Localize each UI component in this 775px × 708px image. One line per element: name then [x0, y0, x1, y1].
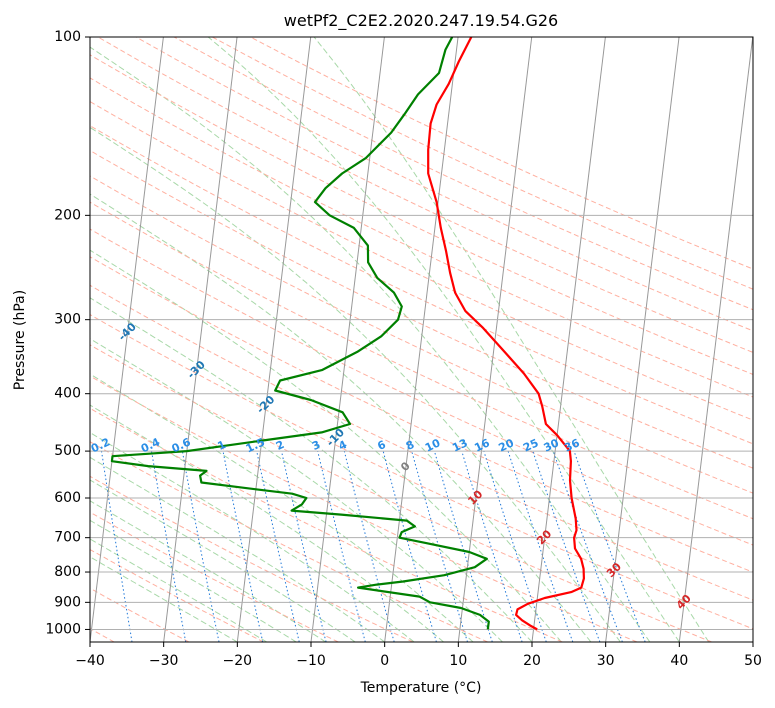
mixing-ratio-line	[317, 450, 366, 642]
dry-adiabat-line	[90, 77, 753, 398]
mixing-ratio-line	[256, 450, 300, 642]
y-tick-label: 700	[54, 530, 81, 546]
temperature-profile	[427, 37, 585, 631]
mixing-ratio-label: 36	[562, 436, 582, 454]
dry-adiabat-line	[90, 100, 753, 421]
plot-frame	[89, 36, 754, 643]
sounding-series	[110, 37, 585, 631]
isotherm-line	[678, 37, 753, 642]
dry-adiabat-line	[90, 314, 753, 630]
mixing-ratio-label: 13	[450, 436, 469, 454]
y-tick-label: 200	[54, 207, 81, 223]
isotherm-line	[236, 37, 312, 642]
x-tick-label: 20	[523, 653, 541, 669]
moist-adiabat-line	[90, 519, 297, 642]
mixing-ratio-line	[382, 450, 437, 642]
dewpoint-profile	[110, 37, 490, 630]
x-axis-label: Temperature (°C)	[360, 680, 482, 696]
x-tick-label: −30	[149, 653, 179, 669]
moist-adiabat-line	[90, 249, 562, 642]
isotherm-line	[163, 37, 238, 642]
y-tick-label: 100	[54, 29, 81, 45]
isotherm-line	[457, 37, 533, 642]
mixing-ratio-label: 10	[423, 436, 443, 454]
mixing-ratio-line	[181, 451, 220, 642]
dry-adiabat-line	[90, 175, 753, 494]
moist-adiabat-line	[90, 538, 268, 642]
moist-adiabats	[90, 37, 710, 642]
x-tick-label: 50	[744, 653, 762, 669]
chart-title: wetPf2_C2E2.2020.247.19.54.G26	[284, 11, 558, 31]
isobar-gridlines	[90, 37, 753, 630]
mixing-ratio-line	[222, 451, 264, 642]
dry-adiabat-line	[90, 441, 488, 642]
y-axis-label: Pressure (hPa)	[12, 290, 28, 390]
dry-adiabat-line	[90, 228, 753, 546]
mixing-ratio-line	[573, 450, 646, 642]
moist-adiabat-line	[90, 46, 651, 642]
mixing-ratio-line	[532, 450, 601, 642]
isotherm-line	[531, 37, 606, 642]
dry-adiabat-line	[90, 256, 753, 573]
moist-adiabat-line	[90, 479, 356, 642]
moist-adiabat-line	[90, 431, 415, 642]
dry-adiabat-line	[90, 149, 753, 469]
dry-adiabat-line	[90, 54, 753, 375]
x-tick-label: −40	[75, 653, 105, 669]
y-tick-label: 800	[54, 564, 81, 580]
y-tick-label: 300	[54, 312, 81, 328]
mixing-ratio-label: 25	[521, 436, 540, 454]
mixing-ratio-line	[552, 450, 623, 642]
x-tick-label: −20	[223, 653, 253, 669]
dry-adiabat-line	[90, 587, 190, 642]
x-axis-ticks: −40 −30 −20 −10 0 10 20 30 40 50	[75, 642, 762, 669]
moist-adiabat-line	[90, 338, 503, 642]
mixing-ratio-label: 16	[472, 436, 492, 454]
x-tick-label: 10	[449, 653, 467, 669]
x-tick-label: 40	[670, 653, 688, 669]
mixing-ratio-line	[281, 450, 327, 642]
y-tick-label: 900	[54, 594, 81, 610]
y-tick-label: 1000	[45, 621, 81, 637]
y-tick-label: 400	[54, 386, 81, 402]
isotherm-line	[384, 37, 459, 642]
y-axis-ticks: 100 200 300 400 500 600 700 800 900 1000	[45, 29, 90, 637]
moist-adiabat-line	[90, 556, 238, 642]
mixing-ratio-label: 20	[497, 436, 517, 454]
mixing-ratio-line	[461, 450, 523, 642]
mixing-ratio-line	[507, 450, 574, 642]
isotherm-line	[605, 37, 680, 642]
isotherm-line	[310, 37, 385, 642]
moist-adiabat-line	[90, 297, 533, 642]
dry-adiabat-line	[90, 548, 264, 642]
moist-adiabat-line	[90, 193, 592, 642]
isotherm-line	[90, 37, 164, 642]
moist-adiabat-line	[90, 126, 621, 642]
dry-adiabat-line	[90, 475, 414, 642]
x-tick-label: −10	[296, 653, 326, 669]
x-tick-label: 0	[380, 653, 389, 669]
mixing-ratio-line	[483, 450, 547, 642]
mixing-ratio-line	[411, 450, 468, 642]
mixing-ratio-label: 30	[542, 436, 562, 454]
x-tick-label: 30	[597, 653, 615, 669]
y-tick-label: 500	[54, 443, 81, 459]
y-tick-label: 600	[54, 490, 81, 506]
dry-adiabat-line	[90, 125, 753, 445]
moist-adiabat-line	[90, 404, 444, 642]
skewed-isotherms	[90, 37, 753, 642]
